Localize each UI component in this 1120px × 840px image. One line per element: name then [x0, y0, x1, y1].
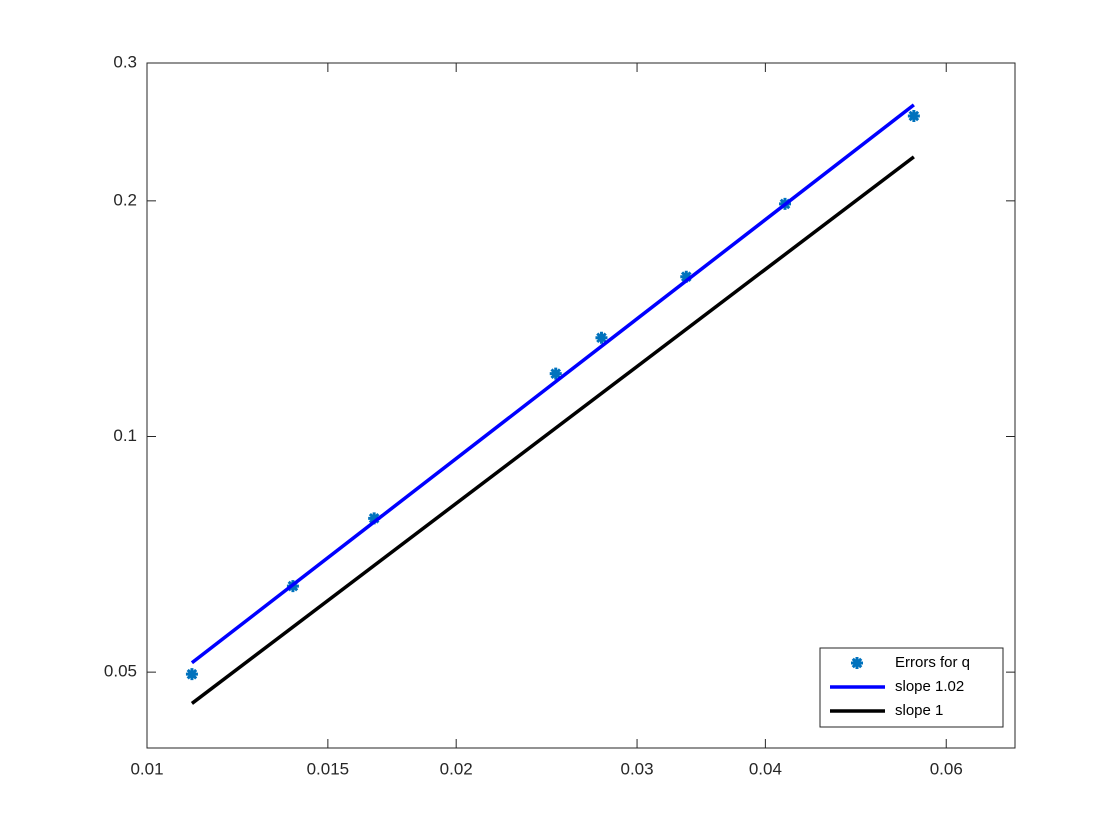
legend-label: slope 1: [895, 702, 943, 719]
y-tick-label: 0.3: [113, 52, 137, 71]
data-point: [595, 331, 608, 344]
x-tick-label: 0.04: [749, 759, 782, 778]
legend: Errors for q slope 1.02 slope 1: [819, 647, 1004, 728]
plot-area: [146, 62, 1016, 749]
y-tick-label: 0.2: [113, 190, 137, 209]
x-tick-label: 0.02: [440, 759, 473, 778]
y-tick-label: 0.1: [113, 426, 137, 445]
data-point: [907, 109, 920, 122]
legend-label: slope 1.02: [895, 678, 964, 695]
legend-label: Errors for q: [895, 654, 970, 671]
legend-marker: [851, 657, 863, 669]
series-line: [190, 103, 915, 665]
data-point: [368, 512, 381, 525]
data-point: [549, 367, 562, 380]
data-point: [680, 270, 693, 283]
x-tick-label: 0.01: [130, 759, 163, 778]
y-tick-label: 0.05: [104, 662, 137, 681]
x-tick-label: 0.06: [930, 759, 963, 778]
data-point: [185, 668, 198, 681]
x-tick-label: 0.03: [621, 759, 654, 778]
x-tick-label: 0.015: [307, 759, 350, 778]
series-line: [190, 155, 915, 705]
